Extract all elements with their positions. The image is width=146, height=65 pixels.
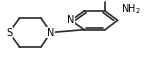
Text: N: N	[67, 15, 75, 25]
Text: N: N	[47, 27, 54, 38]
Text: S: S	[6, 27, 12, 38]
Text: NH$_2$: NH$_2$	[121, 3, 141, 16]
